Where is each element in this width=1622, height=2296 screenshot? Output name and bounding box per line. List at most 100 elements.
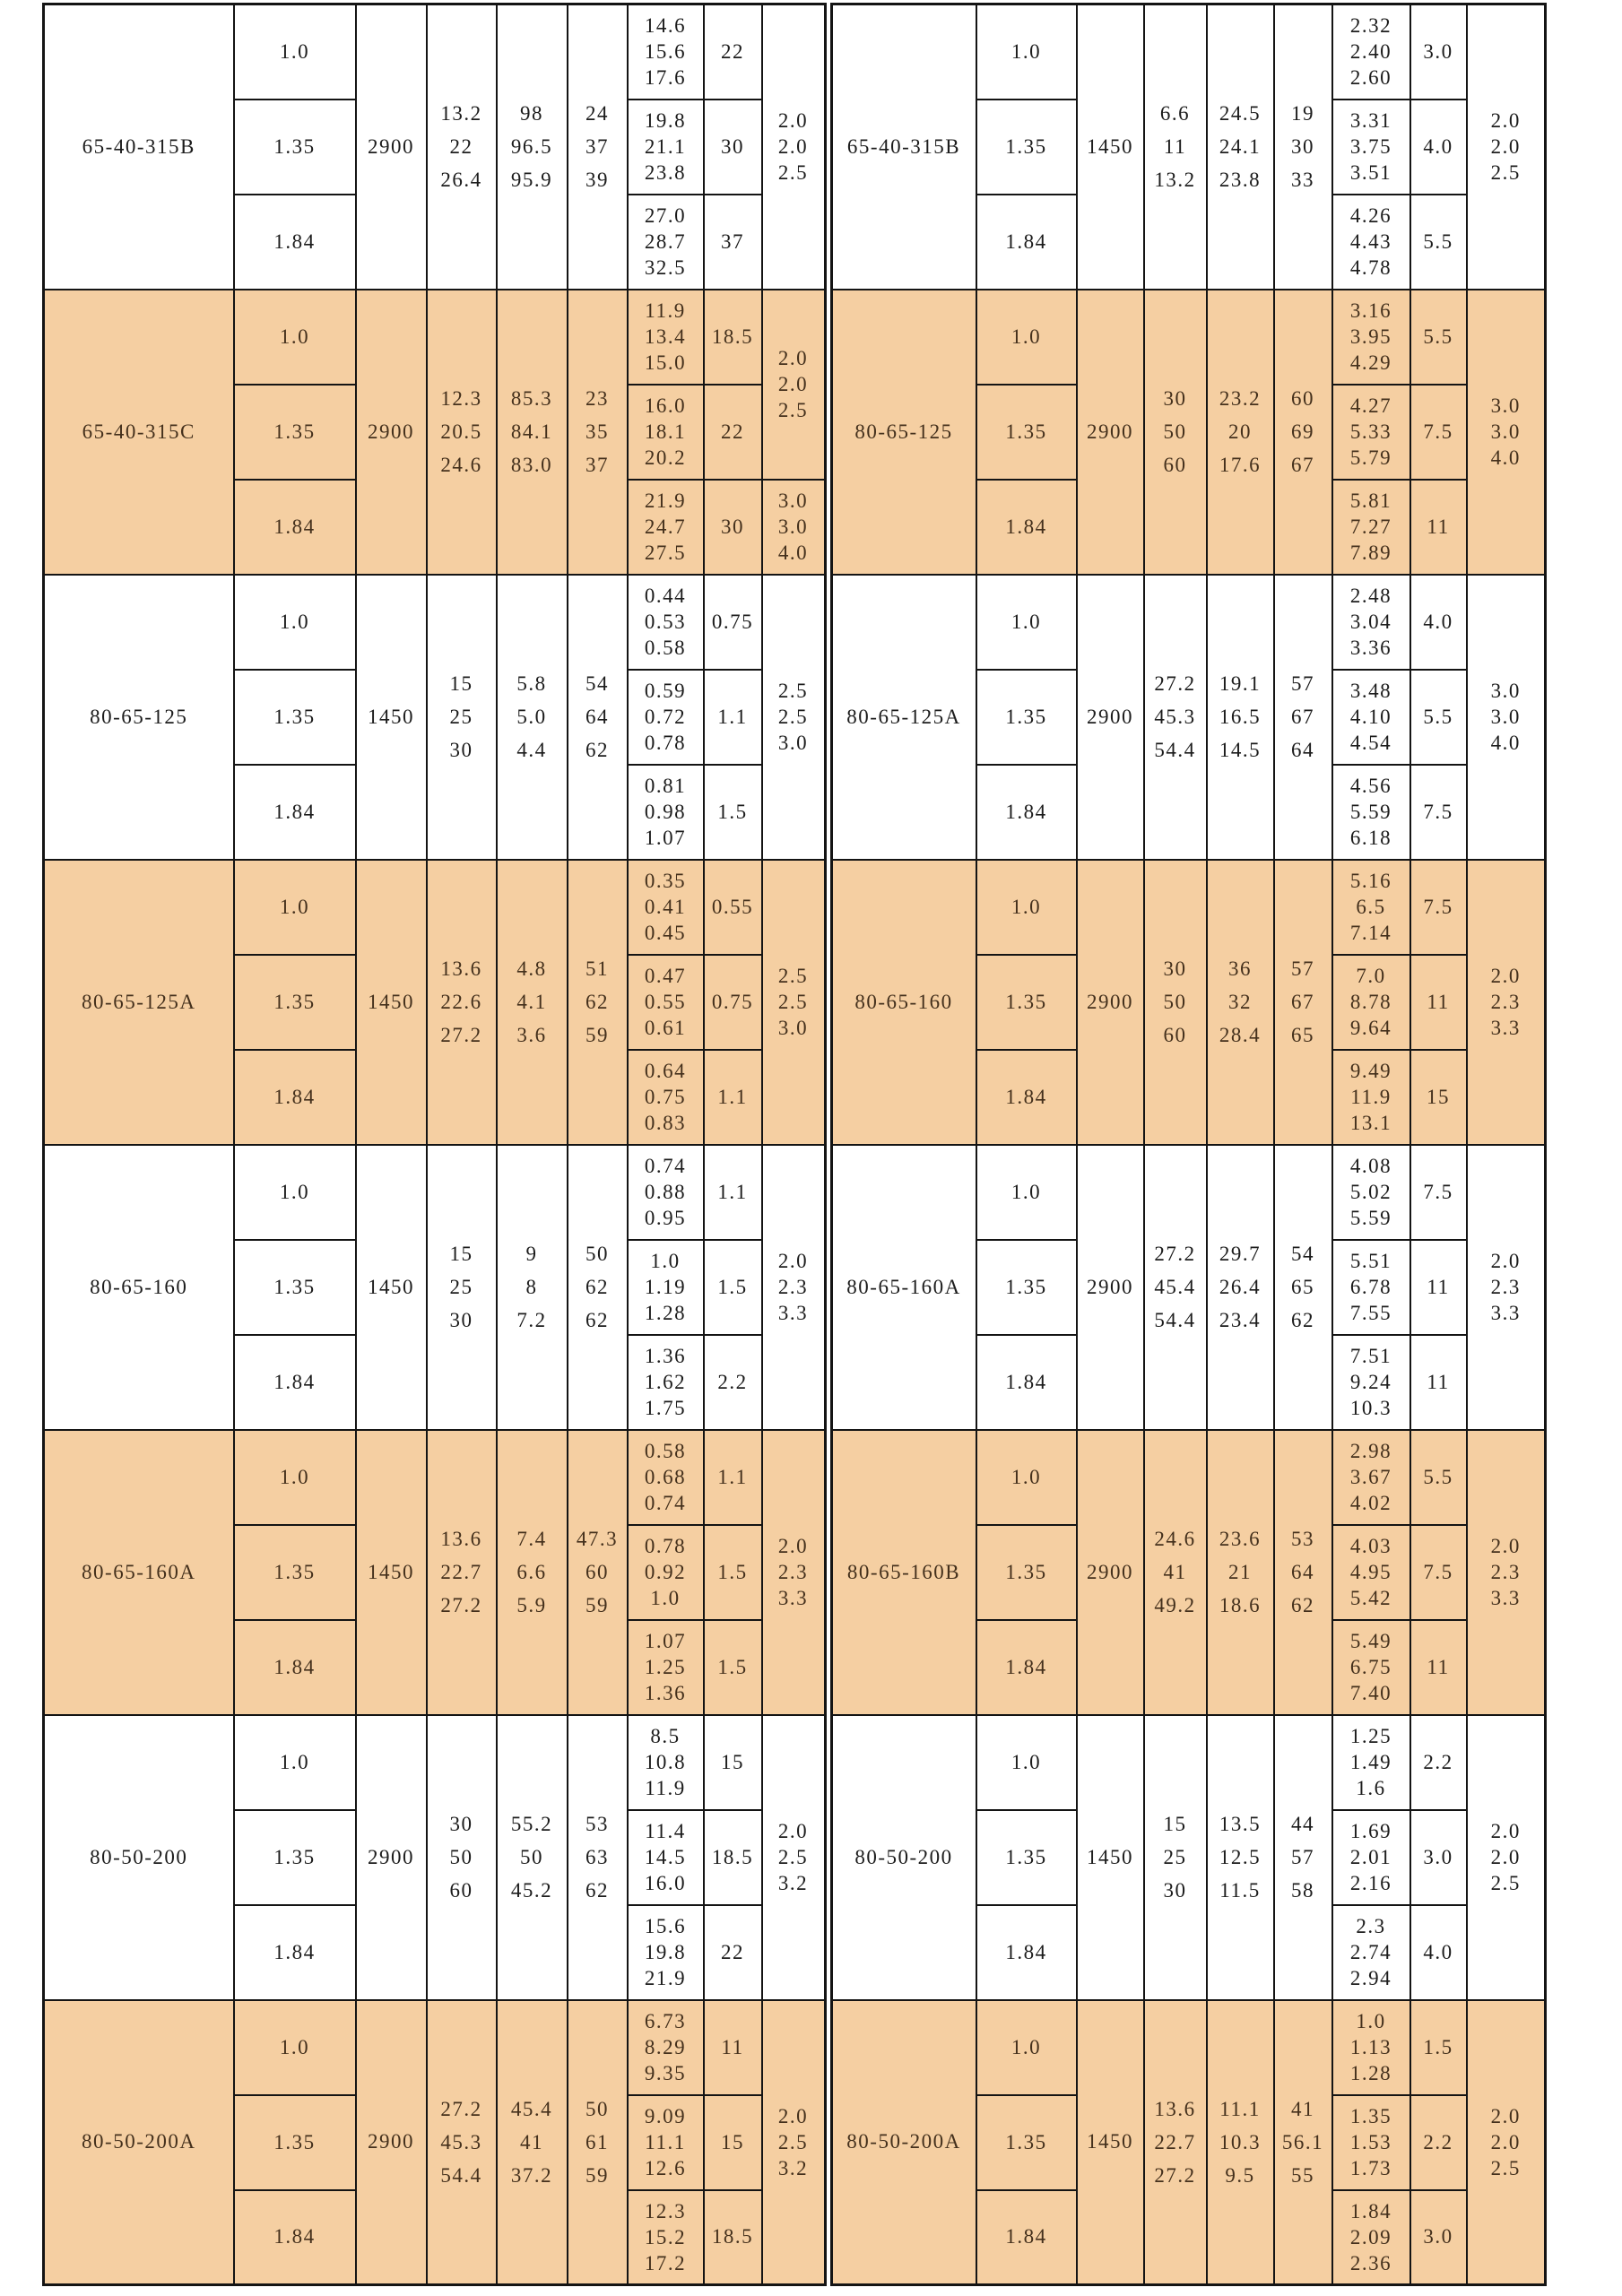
- stacked-value: 65: [1291, 1024, 1314, 1046]
- stacked-value: 0.72: [644, 706, 687, 728]
- cell-flow: 13.2 22 26.4: [425, 3, 498, 290]
- stacked-value: 51: [585, 957, 609, 980]
- stacked-value: 2.0: [1490, 1820, 1521, 1842]
- stacked-value: 5.42: [1349, 1587, 1392, 1609]
- stacked-value: 6.73: [644, 2010, 687, 2032]
- cell-motor-power: 22: [702, 1903, 763, 2001]
- stacked-value: 4.0: [1490, 732, 1521, 754]
- stacked-value: 17.6: [644, 66, 687, 90]
- cell-head: 9 8 7.2: [495, 1143, 568, 1431]
- stacked-value: 9: [525, 1243, 538, 1265]
- stacked-value: 22.7: [440, 1561, 482, 1583]
- cell-density: 1.0: [232, 573, 357, 671]
- cell-model: 80-65-160: [42, 1143, 235, 1431]
- stacked-value: 2.0: [777, 347, 809, 369]
- cell-npsh: 2.0 2.0 2.5: [1465, 3, 1547, 290]
- stacked-value: 0.35: [644, 870, 687, 892]
- stacked-value: 13.1: [1349, 1112, 1392, 1134]
- stacked-value: 30: [1163, 957, 1187, 980]
- stacked-value: 2.3: [777, 1276, 809, 1298]
- stacked-value: 6.18: [1349, 827, 1392, 849]
- cell-power: 0.44 0.53 0.58: [626, 573, 705, 671]
- cell-density: 1.0: [975, 1998, 1078, 2096]
- stacked-value: 3.67: [1349, 1466, 1392, 1488]
- cell-motor-power: 1.1: [702, 668, 763, 766]
- stacked-value: 13.2: [440, 102, 482, 126]
- stacked-value: 0.45: [644, 922, 687, 944]
- stacked-value: 2.0: [777, 1535, 809, 1557]
- stacked-value: 13.4: [644, 325, 687, 348]
- stacked-value: 25: [449, 706, 473, 728]
- stacked-value: 2.5: [777, 1846, 809, 1868]
- cell-density: 1.84: [975, 478, 1078, 576]
- cell-power: 2.3 2.74 2.94: [1331, 1903, 1411, 2001]
- stacked-value: 27.2: [1154, 2163, 1196, 2187]
- cell-density: 1.0: [975, 573, 1078, 671]
- cell-flow: 27.2 45.4 54.4: [1142, 1143, 1208, 1431]
- table-row: 80-65-160A 1.0 1450 13.6 22.7 27.2 7.4 6.6 5.9 47…: [42, 1428, 1547, 1716]
- stacked-value: 53: [585, 1813, 609, 1835]
- cell-power: 7.0 8.78 9.64: [1331, 953, 1411, 1051]
- cell-density: 1.84: [975, 763, 1078, 861]
- stacked-value: 3.3: [1490, 1017, 1521, 1039]
- cell-power: 2.48 3.04 3.36: [1331, 573, 1411, 671]
- cell-power: 5.49 6.75 7.40: [1331, 1618, 1411, 1716]
- table-row: 1.84 27.0 28.7 32.5 37 1.84 4.26 4.43 4.78 5.5: [44, 193, 1546, 290]
- stacked-value: 14.6: [644, 14, 687, 38]
- stacked-value: 4.10: [1349, 706, 1392, 728]
- stacked-value: 6.6: [1159, 102, 1191, 126]
- stacked-value: 27.0: [644, 204, 687, 227]
- cell-speed: 2900: [354, 1713, 428, 2001]
- cell-power: 0.58 0.68 0.74: [626, 1428, 705, 1526]
- table-row: 65-40-315B 1.0 2900 13.2 22 26.4 98 96.5 95.9 24 3…: [42, 3, 1547, 290]
- cell-model: 80-65-160: [823, 858, 977, 1146]
- cell-motor-power: 11: [1409, 478, 1468, 576]
- stacked-value: 1.28: [1349, 2062, 1392, 2084]
- stacked-value: 24: [585, 102, 609, 126]
- cell-power: 1.0 1.19 1.28: [626, 1238, 705, 1336]
- stacked-value: 85.3: [510, 387, 553, 410]
- stacked-value: 7.2: [516, 1309, 547, 1331]
- stacked-value: 32.5: [644, 256, 687, 279]
- cell-density: 1.35: [975, 953, 1078, 1051]
- table-row: 80-50-200 1.0 2900 30 50 60 55.2 50 45.2 53 63 62 8.…: [42, 1713, 1547, 2001]
- stacked-value: 2.74: [1349, 1941, 1392, 1963]
- cell-head: 7.4 6.6 5.9: [495, 1428, 568, 1716]
- stacked-value: 0.55: [644, 991, 687, 1013]
- cell-power: 8.5 10.8 11.9: [626, 1713, 705, 1811]
- cell-motor-power: 7.5: [1409, 383, 1468, 481]
- stacked-value: 3.04: [1349, 611, 1392, 633]
- stacked-value: 4.26: [1349, 204, 1392, 227]
- stacked-value: 2.09: [1349, 2225, 1392, 2248]
- stacked-value: 22: [449, 135, 473, 159]
- cell-efficiency: 51 62 59: [566, 858, 629, 1146]
- cell-flow: 13.6 22.6 27.2: [425, 858, 498, 1146]
- stacked-value: 19: [1291, 102, 1314, 126]
- stacked-value: 0.68: [644, 1466, 687, 1488]
- stacked-value: 69: [1291, 420, 1314, 443]
- stacked-value: 2.0: [1490, 135, 1521, 159]
- cell-flow: 30 50 60: [1142, 858, 1208, 1146]
- cell-density: 1.84: [232, 1618, 357, 1716]
- stacked-value: 26.4: [1219, 1276, 1262, 1298]
- cell-density: 1.84: [232, 1048, 357, 1146]
- stacked-value: 57: [1291, 1846, 1314, 1868]
- stacked-value: 5.33: [1349, 420, 1392, 443]
- cell-efficiency: 50 61 59: [566, 1998, 629, 2286]
- stacked-value: 32: [1228, 991, 1252, 1013]
- stacked-value: 23.6: [1219, 1528, 1262, 1550]
- stacked-value: 7.27: [1349, 516, 1392, 538]
- stacked-value: 21.9: [644, 490, 687, 512]
- stacked-value: 3.0: [777, 490, 809, 512]
- stacked-value: 7.89: [1349, 542, 1392, 564]
- stacked-value: 3.3: [1490, 1302, 1521, 1324]
- stacked-value: 22.7: [1154, 2130, 1196, 2153]
- stacked-value: 3.0: [1490, 420, 1521, 443]
- stacked-value: 16.5: [1219, 706, 1262, 728]
- stacked-value: 10.3: [1349, 1397, 1392, 1419]
- stacked-value: 60: [449, 1879, 473, 1902]
- stacked-value: 4.29: [1349, 351, 1392, 374]
- stacked-value: 2.36: [1349, 2251, 1392, 2274]
- stacked-value: 45.4: [1154, 1276, 1196, 1298]
- stacked-value: 30: [449, 739, 473, 761]
